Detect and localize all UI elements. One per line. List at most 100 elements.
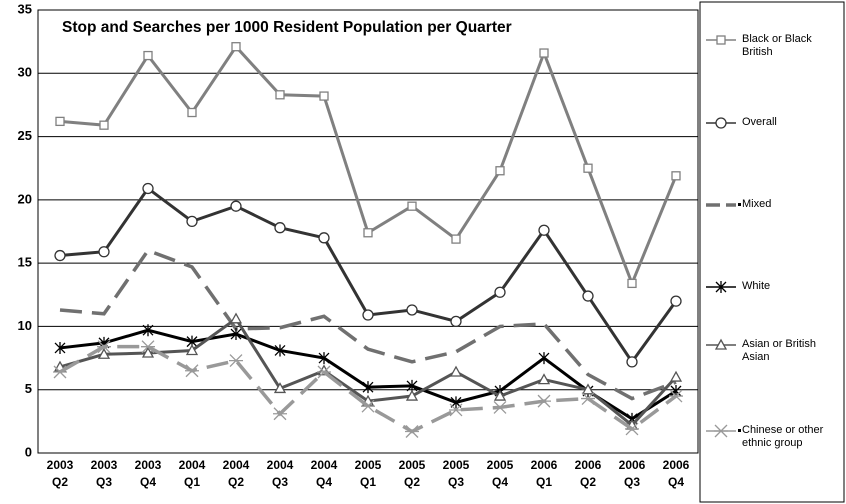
legend-label-box: Chinese or other ethnic group bbox=[742, 424, 823, 449]
marker bbox=[406, 304, 418, 316]
x-tick-label: 2005 Q3 bbox=[442, 458, 470, 489]
marker bbox=[715, 281, 727, 293]
x-tick-label-box: 2003 Q3 bbox=[90, 458, 118, 489]
legend-dot bbox=[738, 429, 741, 432]
x-tick-label-box: 2004 Q1 bbox=[178, 458, 206, 489]
marker bbox=[186, 215, 198, 228]
x-tick-label: 2003 Q3 bbox=[90, 458, 118, 489]
x-tick-label-box: 2006 Q2 bbox=[574, 458, 602, 489]
marker bbox=[405, 389, 419, 401]
x-tick-label: 2006 Q1 bbox=[530, 458, 558, 489]
marker bbox=[714, 338, 728, 350]
marker bbox=[537, 394, 551, 408]
x-tick-label-box: 2005 Q4 bbox=[486, 458, 514, 489]
marker bbox=[537, 373, 551, 385]
marker bbox=[670, 295, 682, 307]
marker bbox=[405, 425, 419, 438]
x-tick-label: 2005 Q4 bbox=[486, 458, 514, 489]
marker bbox=[539, 48, 549, 58]
x-tick-label: 2003 Q4 bbox=[134, 458, 162, 489]
marker bbox=[581, 392, 595, 406]
marker bbox=[141, 340, 155, 354]
marker bbox=[538, 224, 550, 236]
marker bbox=[493, 400, 507, 414]
x-tick-label: 2005 Q2 bbox=[398, 458, 426, 489]
marker bbox=[625, 422, 639, 436]
marker bbox=[449, 365, 463, 377]
x-tick-label-box: 2005 Q3 bbox=[442, 458, 470, 489]
x-tick-label-box: 2006 Q1 bbox=[530, 458, 558, 489]
marker bbox=[231, 42, 241, 52]
marker bbox=[669, 389, 683, 403]
marker bbox=[626, 356, 638, 368]
legend-label-box: Mixed bbox=[742, 198, 772, 210]
marker bbox=[54, 249, 66, 262]
x-tick-label-box: 2003 Q2 bbox=[46, 458, 74, 489]
legend-label-box: White bbox=[742, 280, 770, 292]
marker bbox=[54, 341, 66, 354]
legend-dot bbox=[738, 203, 741, 206]
marker bbox=[627, 278, 637, 289]
marker bbox=[582, 290, 594, 302]
x-tick-label: 2004 Q1 bbox=[178, 458, 206, 489]
marker bbox=[97, 340, 111, 354]
marker bbox=[318, 232, 330, 244]
y-tick-label: 30 bbox=[18, 65, 32, 80]
legend-label-box: Asian or British Asian bbox=[742, 338, 816, 363]
marker bbox=[407, 201, 417, 211]
legend-label: Black or Black British bbox=[742, 33, 812, 58]
marker bbox=[450, 396, 462, 409]
x-tick-label-box: 2004 Q4 bbox=[310, 458, 338, 489]
marker bbox=[449, 403, 463, 417]
y-tick-label: 20 bbox=[18, 191, 32, 206]
marker bbox=[362, 381, 374, 394]
marker bbox=[581, 383, 595, 395]
marker bbox=[317, 365, 331, 379]
marker bbox=[99, 120, 109, 130]
y-tick-label: 0 bbox=[25, 444, 32, 459]
marker bbox=[55, 116, 65, 127]
marker bbox=[493, 389, 507, 401]
legend-box bbox=[699, 1, 845, 503]
x-tick-label-box: 2005 Q1 bbox=[354, 458, 382, 489]
marker bbox=[716, 35, 726, 45]
marker bbox=[362, 309, 374, 321]
marker bbox=[142, 324, 154, 337]
marker bbox=[450, 315, 462, 328]
marker bbox=[273, 407, 287, 421]
x-tick-label: 2004 Q4 bbox=[310, 458, 338, 489]
marker bbox=[318, 352, 330, 365]
marker bbox=[363, 228, 373, 238]
series-line bbox=[59, 344, 678, 434]
marker bbox=[495, 166, 505, 176]
x-tick-label-box: 2004 Q3 bbox=[267, 458, 294, 489]
marker bbox=[494, 286, 506, 298]
marker bbox=[142, 182, 154, 195]
marker bbox=[97, 347, 111, 359]
marker bbox=[274, 222, 286, 234]
marker bbox=[714, 424, 728, 438]
marker bbox=[230, 200, 242, 212]
y-tick-label: 25 bbox=[18, 128, 32, 143]
marker bbox=[53, 365, 67, 379]
x-tick-label-box: 2003 Q4 bbox=[134, 458, 162, 489]
y-tick-label: 15 bbox=[18, 255, 32, 270]
chart-title: Stop and Searches per 1000 Resident Popu… bbox=[62, 19, 512, 36]
x-tick-label: 2006 Q3 bbox=[618, 458, 646, 489]
x-tick-label: 2006 Q2 bbox=[574, 458, 602, 489]
marker bbox=[273, 382, 287, 394]
marker bbox=[319, 91, 329, 101]
x-tick-label: 2003 Q2 bbox=[46, 458, 74, 489]
marker bbox=[187, 107, 197, 118]
x-tick-label-box: 2006 Q4 bbox=[662, 458, 690, 489]
plot-frame bbox=[37, 9, 699, 454]
legend-label: Mixed bbox=[742, 198, 772, 210]
x-tick-label: 2005 Q1 bbox=[354, 458, 382, 489]
marker bbox=[143, 50, 153, 61]
y-tick-label: 10 bbox=[18, 318, 32, 333]
x-tick-label: 2006 Q4 bbox=[662, 458, 690, 489]
marker bbox=[451, 234, 461, 244]
legend-label-box: Black or Black British bbox=[742, 33, 812, 58]
marker bbox=[98, 246, 110, 258]
